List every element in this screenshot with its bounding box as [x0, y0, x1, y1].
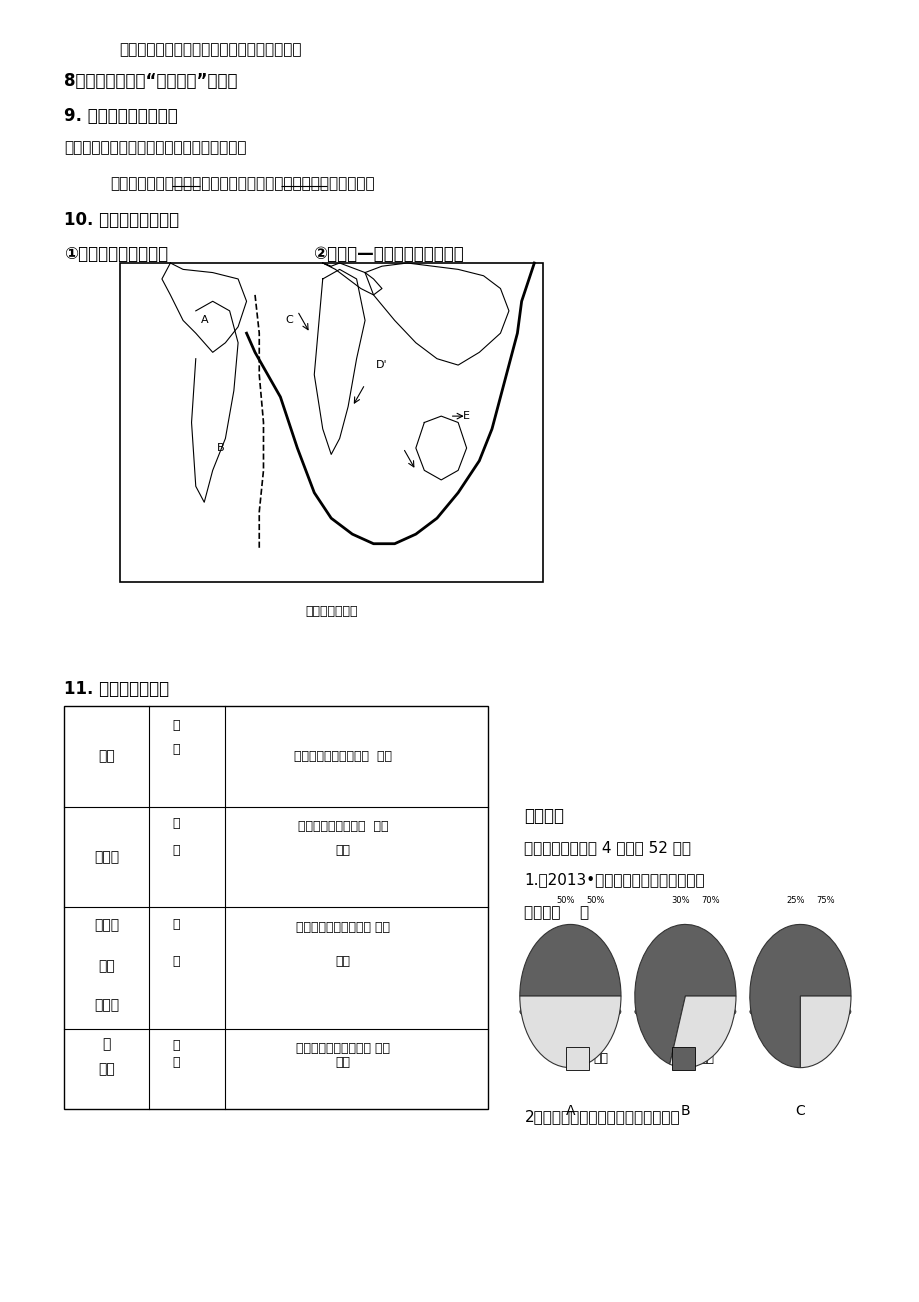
Text: 挤压: 挤压	[335, 844, 350, 857]
Text: 挤压: 挤压	[335, 956, 350, 967]
Text: B: B	[217, 443, 225, 453]
Ellipse shape	[519, 1001, 620, 1022]
Wedge shape	[749, 924, 850, 1068]
Text: 雅山: 雅山	[98, 960, 115, 974]
Text: ②地中海—喜马拉雅火山地震带: ②地中海—喜马拉雅火山地震带	[312, 245, 463, 263]
Text: 全球大致分为六大板块，板块在不断运动着。: 全球大致分为六大板块，板块在不断运动着。	[64, 141, 246, 156]
Text: 一、选择题（每题 4 分，共 52 分）: 一、选择题（每题 4 分，共 52 分）	[524, 840, 691, 855]
Text: 2．下列关于海陆分布的说法，正确的: 2．下列关于海陆分布的说法，正确的	[524, 1109, 679, 1125]
Text: 非洲板块与印度洋板块  张裂: 非洲板块与印度洋板块 张裂	[294, 750, 391, 763]
Bar	[119, 263, 542, 582]
Text: 10. 两大火山地震带？: 10. 两大火山地震带？	[64, 211, 179, 229]
Wedge shape	[519, 924, 620, 996]
Text: 亚欧板块与太平洋板块 碰撞: 亚欧板块与太平洋板块 碰撞	[296, 1042, 390, 1055]
Text: 海洋: 海洋	[698, 1052, 713, 1065]
Text: 震: 震	[172, 1056, 179, 1069]
Text: 70%: 70%	[700, 896, 720, 905]
Text: 红海: 红海	[98, 749, 115, 763]
Text: 30%: 30%	[670, 896, 689, 905]
Text: D': D'	[376, 361, 388, 370]
Text: 50%: 50%	[555, 896, 574, 905]
Ellipse shape	[634, 1001, 735, 1022]
Text: 震: 震	[102, 1038, 111, 1052]
Text: C: C	[285, 315, 292, 326]
Text: 50%: 50%	[585, 896, 605, 905]
Text: 张: 张	[172, 743, 179, 756]
Text: 地中海: 地中海	[94, 850, 119, 865]
Text: 8．魏格纳提出了“大陆漂移”假说，: 8．魏格纳提出了“大陆漂移”假说，	[64, 72, 238, 90]
Text: 六大板块示意图: 六大板块示意图	[304, 605, 357, 618]
Ellipse shape	[749, 1001, 850, 1022]
Text: 达标检测: 达标检测	[524, 807, 563, 825]
Text: 小: 小	[172, 844, 179, 857]
Text: 亚欧板块与印度洋板块 碰撞: 亚欧板块与印度洋板块 碰撞	[296, 921, 390, 934]
Bar	[671, 1047, 694, 1070]
Text: 挤压: 挤压	[335, 1056, 350, 1069]
Text: 亚欧板块与非洲板块  碰撞: 亚欧板块与非洲板块 碰撞	[298, 820, 388, 832]
Text: B: B	[680, 1104, 689, 1118]
Text: 扩: 扩	[172, 719, 179, 732]
Text: 75%: 75%	[815, 896, 834, 905]
Text: 喜马拉: 喜马拉	[94, 918, 119, 932]
Text: 高: 高	[172, 956, 179, 967]
Text: ①环太平洋火山地震带: ①环太平洋火山地震带	[64, 245, 168, 263]
Text: 11. 解释地理现象？: 11. 解释地理现象？	[64, 680, 169, 698]
Wedge shape	[519, 996, 620, 1068]
Text: 9. 板块构造学说内容？: 9. 板块构造学说内容？	[64, 107, 178, 125]
Bar	[64, 706, 487, 1109]
Wedge shape	[669, 996, 735, 1068]
Text: 缩: 缩	[172, 818, 179, 829]
Wedge shape	[634, 924, 735, 1064]
Text: A: A	[200, 315, 208, 326]
Text: 抬: 抬	[172, 918, 179, 931]
Text: C: C	[795, 1104, 804, 1118]
Text: 地壳变动（最主要）、海平面升降、人类活动: 地壳变动（最主要）、海平面升降、人类活动	[119, 42, 301, 57]
Wedge shape	[800, 996, 850, 1068]
Text: 汶川地: 汶川地	[94, 999, 119, 1013]
Text: A: A	[565, 1104, 574, 1118]
Text: 例的是（    ）: 例的是（ ）	[524, 905, 589, 921]
Text: 1.（2013•济南）符合世界海陆面积比: 1.（2013•济南）符合世界海陆面积比	[524, 872, 704, 888]
Bar	[565, 1047, 588, 1070]
Text: 日本: 日本	[98, 1062, 115, 1075]
Text: 25%: 25%	[785, 896, 804, 905]
Text: E: E	[462, 411, 470, 421]
Text: 陆地: 陆地	[593, 1052, 607, 1065]
Text: 地: 地	[172, 1039, 179, 1052]
Text: 板块内部比较稳定，板块交界地带，地壳比较活跃，多火山、地震: 板块内部比较稳定，板块交界地带，地壳比较活跃，多火山、地震	[110, 176, 375, 191]
